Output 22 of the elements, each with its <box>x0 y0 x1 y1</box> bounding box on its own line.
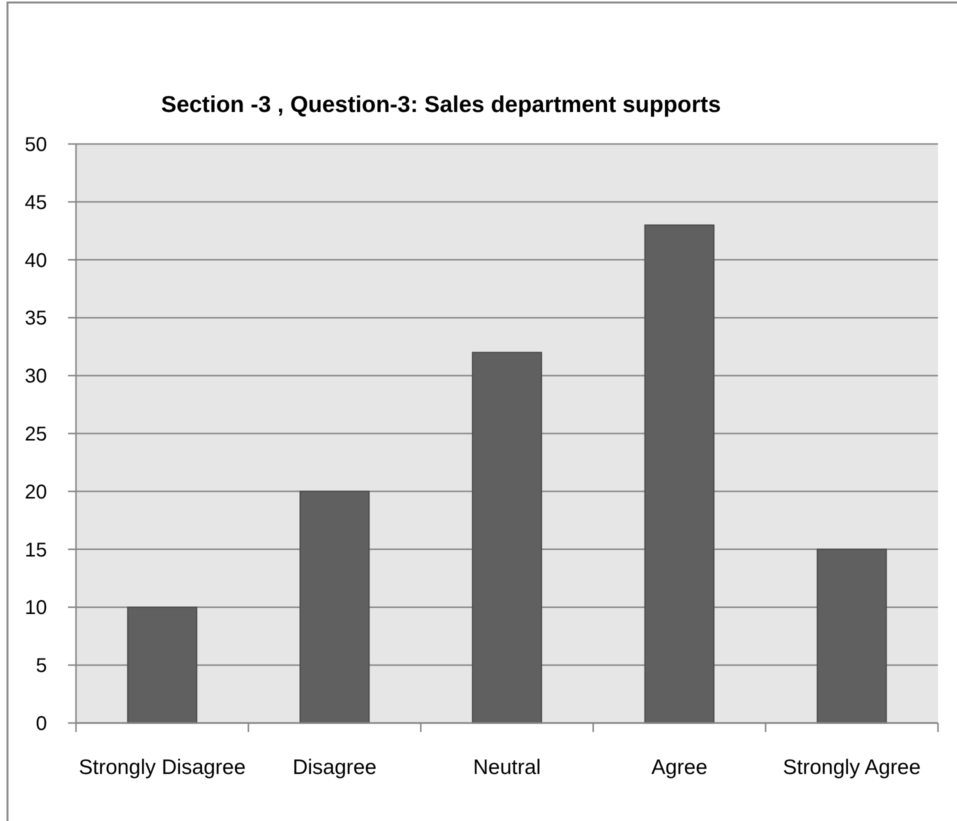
y-tick-label: 5 <box>36 655 47 678</box>
x-tick-label: Strongly Agree <box>782 756 921 779</box>
y-tick-label: 40 <box>24 250 47 272</box>
y-tick-label: 45 <box>24 192 47 214</box>
bar <box>644 224 714 724</box>
bar <box>300 490 370 724</box>
x-tick-label: Strongly Disagree <box>78 756 246 779</box>
y-tick-label: 50 <box>24 134 47 156</box>
bar <box>816 548 887 724</box>
y-tick-label: 25 <box>24 424 47 446</box>
y-tick-label: 20 <box>24 481 47 504</box>
x-tick-label: Disagree <box>292 756 377 779</box>
x-tick-label: Neutral <box>473 756 541 779</box>
x-tick-label: Agree <box>651 756 708 779</box>
y-tick-label: 0 <box>36 713 47 735</box>
bar <box>127 606 198 724</box>
y-tick-label: 30 <box>24 366 47 388</box>
y-tick-label: 10 <box>24 597 47 620</box>
bar <box>472 352 542 724</box>
chart-title: Section -3 , Question-3: Sales department supports <box>161 91 721 117</box>
y-tick-label: 15 <box>24 539 47 562</box>
y-tick-label: 35 <box>24 308 47 330</box>
